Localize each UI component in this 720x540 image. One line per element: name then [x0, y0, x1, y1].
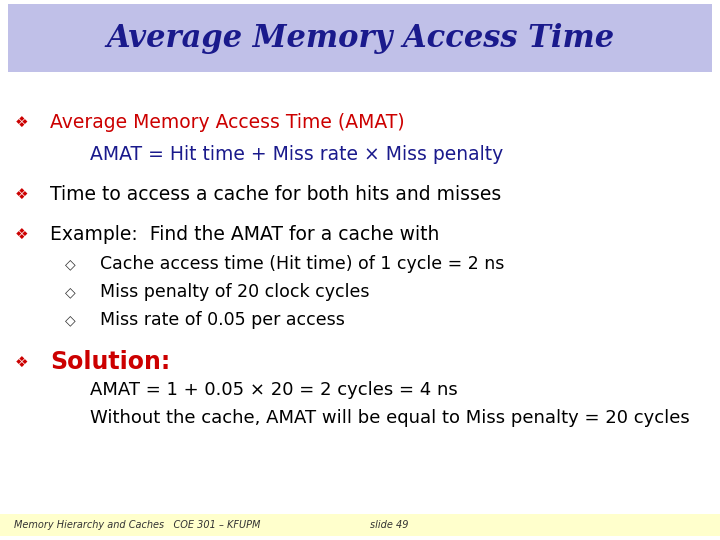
Text: Time to access a cache for both hits and misses: Time to access a cache for both hits and… — [50, 185, 501, 204]
Text: Solution:: Solution: — [50, 350, 170, 374]
Text: Example:  Find the AMAT for a cache with: Example: Find the AMAT for a cache with — [50, 225, 439, 244]
Text: Without the cache, AMAT will be equal to Miss penalty = 20 cycles: Without the cache, AMAT will be equal to… — [90, 409, 690, 427]
Text: ❖: ❖ — [15, 186, 29, 201]
Bar — [0, 514, 720, 536]
Text: ❖: ❖ — [15, 354, 29, 369]
Text: Miss rate of 0.05 per access: Miss rate of 0.05 per access — [100, 311, 345, 329]
Text: Cache access time (Hit time) of 1 cycle = 2 ns: Cache access time (Hit time) of 1 cycle … — [100, 255, 505, 273]
Text: Average Memory Access Time: Average Memory Access Time — [106, 23, 614, 53]
Text: Miss penalty of 20 clock cycles: Miss penalty of 20 clock cycles — [100, 283, 369, 301]
Text: AMAT = Hit time + Miss rate × Miss penalty: AMAT = Hit time + Miss rate × Miss penal… — [90, 145, 503, 164]
Text: slide 49: slide 49 — [370, 520, 408, 530]
Text: ◇: ◇ — [65, 285, 76, 299]
Text: ❖: ❖ — [15, 226, 29, 241]
Text: ❖: ❖ — [15, 114, 29, 130]
Bar — [8, 4, 712, 72]
Text: Average Memory Access Time (AMAT): Average Memory Access Time (AMAT) — [50, 112, 405, 132]
Text: AMAT = 1 + 0.05 × 20 = 2 cycles = 4 ns: AMAT = 1 + 0.05 × 20 = 2 cycles = 4 ns — [90, 381, 458, 399]
Text: ◇: ◇ — [65, 257, 76, 271]
Text: ◇: ◇ — [65, 313, 76, 327]
Text: Memory Hierarchy and Caches   COE 301 – KFUPM: Memory Hierarchy and Caches COE 301 – KF… — [14, 520, 261, 530]
